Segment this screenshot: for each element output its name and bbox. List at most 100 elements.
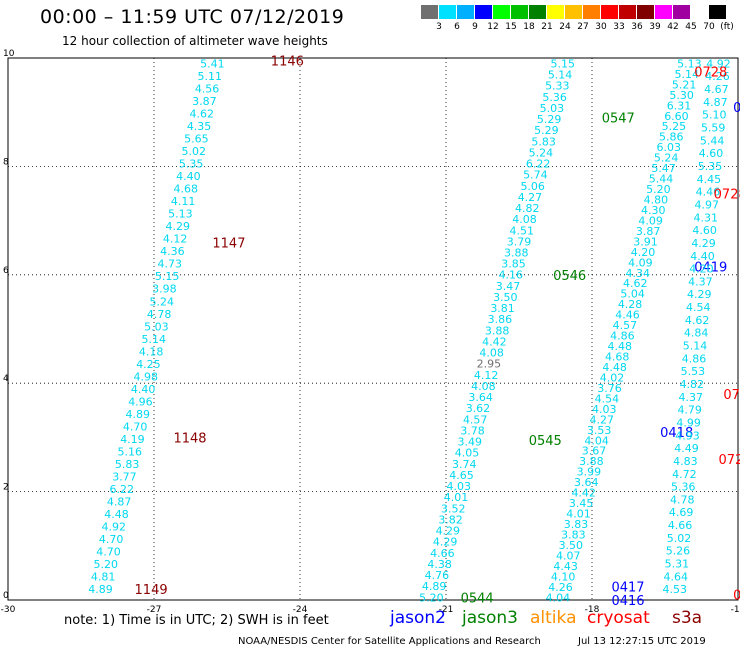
pass-time-label: 0418 (660, 426, 693, 441)
color-scale-tick: 3 (436, 22, 442, 32)
swh-value: 5.06 (520, 180, 545, 193)
swh-value: 4.70 (123, 420, 148, 433)
swh-value: 5.20 (646, 183, 671, 196)
swh-value: 4.38 (427, 558, 452, 571)
swh-value: 5.03 (540, 102, 565, 115)
swh-value: 3.91 (633, 235, 658, 248)
swh-value: 4.99 (676, 416, 701, 429)
swh-value: 4.04 (546, 591, 571, 604)
swh-value: 4.20 (689, 263, 714, 276)
x-tick-label: -24 (293, 605, 308, 615)
swh-value: 5.30 (669, 89, 694, 102)
color-swatch (565, 5, 583, 19)
swh-value: 5.02 (667, 532, 692, 545)
swh-value: 5.10 (702, 109, 727, 122)
swh-value: 3.83 (561, 528, 586, 541)
swh-value: 4.35 (187, 120, 212, 133)
swh-value: 4.70 (96, 546, 121, 559)
swh-value: 4.57 (463, 413, 488, 426)
pass-time-label: 1147 (212, 236, 245, 251)
swh-value: 4.43 (553, 560, 578, 573)
swh-value: 4.65 (449, 469, 474, 482)
swh-value: 4.18 (139, 345, 164, 358)
swh-value: 4.86 (610, 330, 635, 343)
swh-value: 5.36 (671, 481, 696, 494)
swh-value: 6.31 (667, 99, 692, 112)
swh-value: 4.29 (166, 220, 191, 233)
swh-value: 5.83 (115, 458, 140, 471)
swh-value: 4.66 (668, 519, 693, 532)
swh-value: 4.87 (107, 496, 132, 509)
swh-value: 4.03 (592, 403, 617, 416)
legend-cryosat: cryosat (587, 608, 650, 628)
swh-value: 4.30 (641, 204, 666, 217)
y-tick-label: 0 (3, 591, 9, 601)
swh-value: 4.29 (687, 288, 712, 301)
swh-value: 4.62 (623, 277, 648, 290)
generated-timestamp: Jul 13 12:27:15 UTC 2019 (578, 636, 706, 647)
color-scale-tick: 36 (631, 22, 643, 32)
swh-value: 3.52 (441, 502, 466, 515)
swh-value: 4.26 (705, 70, 730, 83)
color-swatch (619, 5, 637, 19)
swh-value: 4.31 (693, 211, 718, 224)
pass-time-label: 04 (733, 101, 740, 116)
swh-value: 4.34 (626, 267, 651, 280)
color-swatch (421, 5, 439, 19)
swh-value: 4.10 (551, 570, 576, 583)
color-swatch (457, 5, 475, 19)
swh-value: 5.29 (537, 113, 562, 126)
swh-value: 4.76 (425, 569, 450, 582)
swh-value: 5.83 (531, 135, 556, 148)
color-swatch (547, 5, 565, 19)
swh-value: 4.79 (677, 404, 702, 417)
swh-value: 5.31 (665, 558, 690, 571)
swh-value: 3.81 (490, 302, 515, 315)
swh-value: 4.70 (99, 533, 124, 546)
swh-value: 4.29 (433, 536, 458, 549)
color-scale-tick: 27 (577, 22, 589, 32)
color-swatch (583, 5, 601, 19)
swh-value: 3.45 (569, 497, 594, 510)
swh-value: 4.07 (556, 549, 581, 562)
swh-value: 6.22 (110, 483, 135, 496)
color-scale-tick: 30 (595, 22, 607, 32)
color-scale-tick: 12 (487, 22, 499, 32)
swh-value: 3.74 (452, 458, 477, 471)
swh-value: 4.69 (669, 506, 694, 519)
swh-value: 4.80 (644, 194, 669, 207)
color-scale-tick: 21 (541, 22, 553, 32)
swh-value: 3.99 (577, 466, 602, 479)
x-tick-label: -18 (585, 605, 600, 615)
swh-value: 4.40 (690, 250, 715, 263)
swh-value: 3.50 (493, 291, 518, 304)
color-scale-tick: 70 (703, 22, 715, 32)
page-title: 00:00 – 11:59 UTC 07/12/2019 (40, 6, 345, 28)
pass-time-label: 1149 (135, 583, 168, 598)
swh-value: 3.62 (466, 402, 491, 415)
swh-value: 4.36 (160, 245, 185, 258)
swh-value: 6.22 (526, 158, 551, 171)
swh-value: 3.83 (564, 518, 589, 531)
swh-value: 4.05 (455, 447, 480, 460)
swh-value: 4.97 (695, 198, 720, 211)
swh-value: 4.67 (704, 83, 729, 96)
color-swatch (655, 5, 673, 19)
pass-time-label: 0419 (694, 261, 727, 276)
swh-value: 4.12 (163, 233, 188, 246)
swh-value: 4.86 (682, 352, 707, 365)
swh-value: 3.86 (488, 313, 513, 326)
swh-value: 4.93 (675, 429, 700, 442)
pass-time-label: 0417 (611, 580, 644, 595)
swh-value: 4.45 (697, 173, 722, 186)
swh-value: 3.53 (587, 424, 612, 437)
swh-value: 5.24 (654, 152, 679, 165)
swh-value: 4.54 (595, 392, 620, 405)
swh-value: 4.84 (684, 327, 709, 340)
swh-value: 4.40 (131, 383, 156, 396)
swh-value: 4.01 (566, 508, 591, 521)
swh-value: 5.41 (200, 57, 225, 70)
swh-value: 5.20 (419, 591, 444, 604)
swh-value: 3.50 (559, 539, 584, 552)
swh-value: 4.82 (680, 378, 705, 391)
